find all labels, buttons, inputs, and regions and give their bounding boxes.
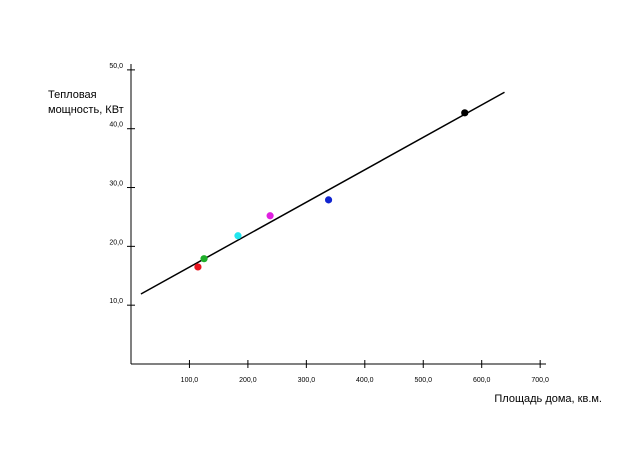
x-tick-label: 700,0: [531, 377, 549, 384]
point: [200, 255, 208, 263]
x-tick-label: 200,0: [239, 377, 257, 384]
y-tick-label: 20,0: [109, 239, 123, 246]
point: [234, 232, 242, 240]
y-tick-label: 40,0: [109, 122, 123, 129]
point: [461, 109, 469, 117]
y-tick-label: 50,0: [109, 63, 123, 70]
x-tick-label: 600,0: [473, 377, 491, 384]
point: [266, 212, 274, 220]
y-tick-label: 30,0: [109, 181, 123, 188]
y-axis-label: Тепловая: [48, 89, 97, 101]
x-tick-label: 100,0: [181, 377, 199, 384]
x-tick-label: 300,0: [298, 377, 316, 384]
point: [324, 196, 333, 204]
x-axis-label: Площадь дома, кв.м.: [494, 393, 602, 405]
x-tick-label: 400,0: [356, 377, 374, 384]
point: [194, 263, 202, 271]
trend-line: [140, 91, 505, 295]
y-tick-label: 10,0: [109, 298, 123, 305]
y-axis-label: мощность, КВт: [48, 104, 124, 116]
x-tick-label: 500,0: [414, 377, 432, 384]
